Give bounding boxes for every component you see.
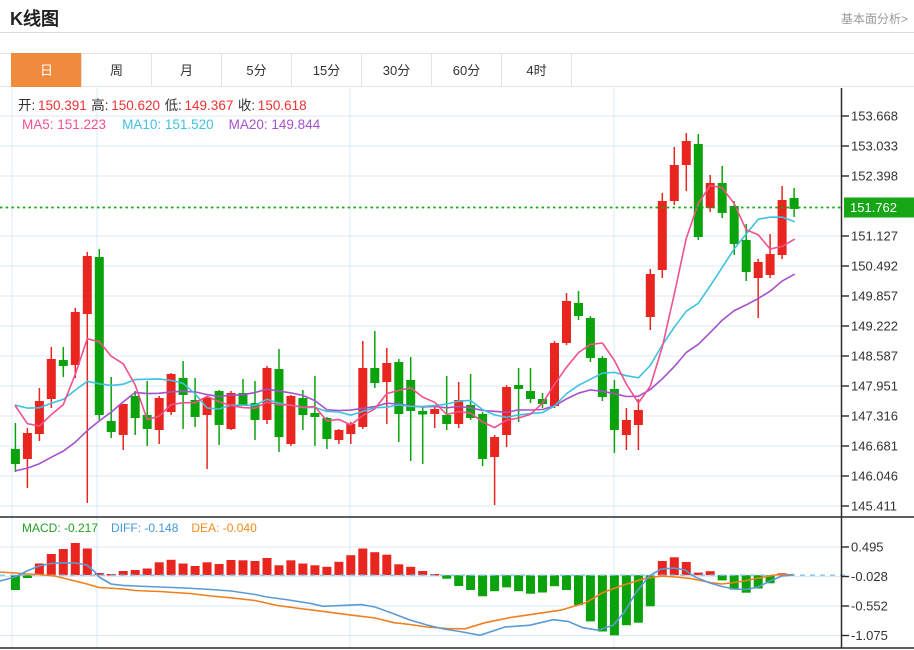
svg-text:-1.075: -1.075	[851, 628, 888, 643]
svg-text:147.951: 147.951	[851, 379, 898, 394]
svg-text:151.127: 151.127	[851, 229, 898, 244]
svg-text:0.495: 0.495	[851, 540, 884, 555]
svg-text:152.398: 152.398	[851, 169, 898, 184]
svg-text:149.222: 149.222	[851, 319, 898, 334]
svg-text:-0.552: -0.552	[851, 599, 888, 614]
svg-text:145.411: 145.411	[851, 499, 897, 514]
svg-text:149.857: 149.857	[851, 289, 898, 304]
svg-text:153.668: 153.668	[851, 109, 898, 124]
svg-text:147.316: 147.316	[851, 409, 898, 424]
svg-text:146.681: 146.681	[851, 439, 898, 454]
svg-text:146.046: 146.046	[851, 469, 898, 484]
svg-text:151.762: 151.762	[850, 200, 897, 215]
svg-text:-0.028: -0.028	[851, 569, 888, 584]
svg-text:150.492: 150.492	[851, 259, 898, 274]
svg-text:153.033: 153.033	[851, 139, 898, 154]
svg-text:148.587: 148.587	[851, 349, 898, 364]
